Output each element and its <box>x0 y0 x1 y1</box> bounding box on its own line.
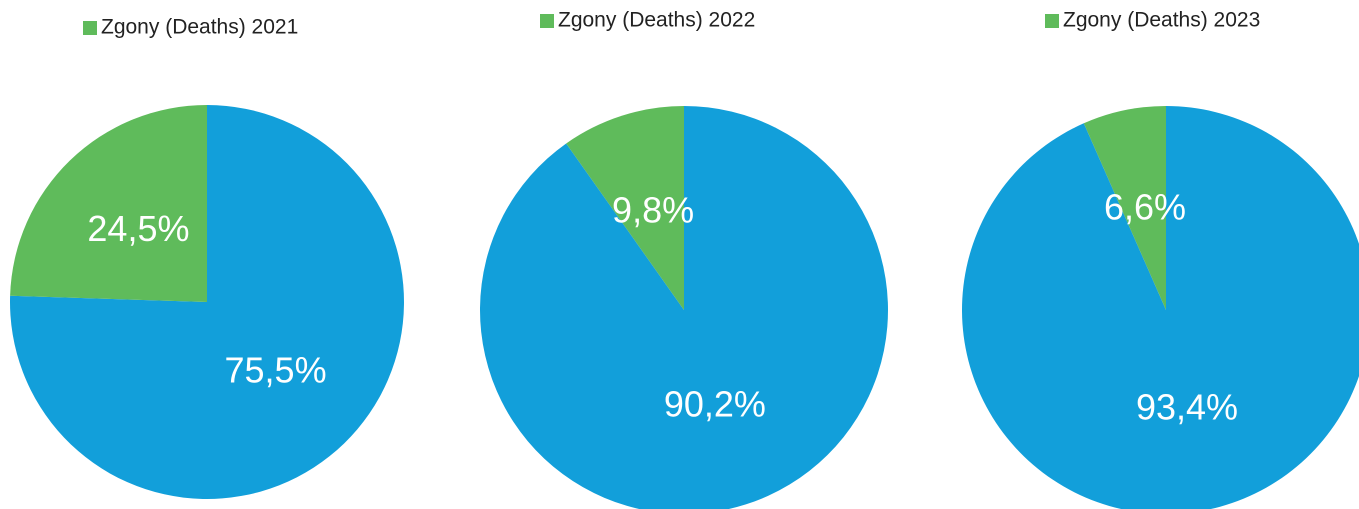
legend-label: Zgony (Deaths) 2021 <box>101 16 298 39</box>
pie-slice <box>566 106 684 310</box>
legend-label: Zgony (Deaths) 2022 <box>558 9 755 32</box>
legend-swatch <box>83 21 97 35</box>
data-label: 6,6% <box>1104 187 1186 228</box>
pie-slice <box>1083 106 1166 310</box>
pie-slice <box>480 106 888 509</box>
data-label: 9,8% <box>612 189 694 230</box>
data-label: 24,5% <box>87 208 189 249</box>
legend-label: Zgony (Deaths) 2023 <box>1063 9 1260 32</box>
legend-swatch <box>1045 14 1059 28</box>
data-label: 90,2% <box>664 384 766 425</box>
data-label: 93,4% <box>1136 386 1238 427</box>
pie-slice <box>10 105 207 302</box>
pie-slice <box>962 106 1359 509</box>
legend-swatch <box>540 14 554 28</box>
data-label: 75,5% <box>225 349 327 390</box>
